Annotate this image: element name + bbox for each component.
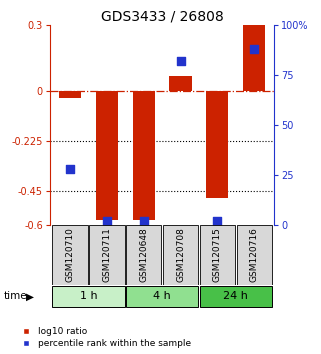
Bar bbox=[169, 76, 192, 91]
Bar bbox=[243, 25, 265, 91]
Bar bbox=[96, 91, 118, 220]
Point bbox=[252, 46, 257, 52]
Point bbox=[141, 218, 146, 224]
Bar bbox=[52, 225, 88, 285]
Bar bbox=[206, 91, 229, 198]
Text: GSM120715: GSM120715 bbox=[213, 227, 222, 282]
Text: GSM120648: GSM120648 bbox=[139, 228, 148, 282]
Bar bbox=[200, 286, 272, 307]
Text: ▶: ▶ bbox=[26, 291, 33, 301]
Bar bbox=[89, 225, 125, 285]
Point bbox=[67, 166, 73, 172]
Bar bbox=[126, 225, 161, 285]
Text: 4 h: 4 h bbox=[153, 291, 171, 301]
Bar bbox=[52, 286, 125, 307]
Point bbox=[104, 218, 109, 224]
Title: GDS3433 / 26808: GDS3433 / 26808 bbox=[101, 10, 223, 24]
Legend: log10 ratio, percentile rank within the sample: log10 ratio, percentile rank within the … bbox=[17, 327, 191, 348]
Point bbox=[178, 58, 183, 64]
Text: 24 h: 24 h bbox=[223, 291, 248, 301]
Text: GSM120711: GSM120711 bbox=[102, 227, 111, 282]
Text: 1 h: 1 h bbox=[80, 291, 97, 301]
Text: GSM120710: GSM120710 bbox=[65, 227, 74, 282]
Bar bbox=[133, 91, 155, 220]
Bar bbox=[126, 286, 198, 307]
Bar bbox=[59, 91, 81, 98]
Bar bbox=[200, 225, 235, 285]
Bar bbox=[237, 225, 272, 285]
Point bbox=[215, 218, 220, 224]
Text: GSM120716: GSM120716 bbox=[250, 227, 259, 282]
Text: GSM120708: GSM120708 bbox=[176, 227, 185, 282]
Bar bbox=[163, 225, 198, 285]
Text: time: time bbox=[3, 291, 27, 301]
